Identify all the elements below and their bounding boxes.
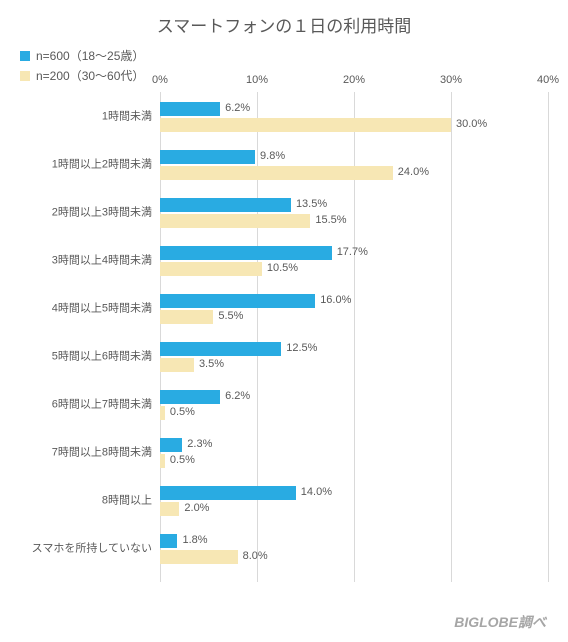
bar-value-label: 6.2% bbox=[225, 390, 250, 402]
bar-series-0 bbox=[160, 438, 182, 452]
chart-title: スマートフォンの１日の利用時間 bbox=[20, 12, 548, 37]
bar-value-label: 12.5% bbox=[286, 342, 317, 354]
bar-value-label: 2.3% bbox=[187, 438, 212, 450]
category-label: 7時間以上8時間未満 bbox=[20, 446, 160, 459]
bar-value-label: 9.8% bbox=[260, 150, 285, 162]
bar-value-label: 10.5% bbox=[267, 262, 298, 274]
bar-value-label: 1.8% bbox=[182, 534, 207, 546]
legend-label: n=200（30～60代） bbox=[36, 67, 144, 84]
bar-series-1 bbox=[160, 406, 165, 420]
bar-value-label: 14.0% bbox=[301, 486, 332, 498]
category-label: 1時間以上2時間未満 bbox=[20, 158, 160, 171]
bar-series-1 bbox=[160, 262, 262, 276]
gridline bbox=[548, 92, 549, 582]
category-group: 2時間以上3時間未満13.5%15.5% bbox=[160, 198, 548, 228]
legend-label: n=600（18～25歳） bbox=[36, 47, 144, 64]
x-tick-label: 0% bbox=[152, 74, 168, 86]
x-tick-label: 40% bbox=[537, 74, 559, 86]
legend-item: n=600（18～25歳） bbox=[20, 47, 548, 64]
category-group: 3時間以上4時間未満17.7%10.5% bbox=[160, 246, 548, 276]
bar-series-0 bbox=[160, 246, 332, 260]
bar-value-label: 6.2% bbox=[225, 102, 250, 114]
bar-series-1 bbox=[160, 502, 179, 516]
category-group: 6時間以上7時間未満6.2%0.5% bbox=[160, 390, 548, 420]
bar-value-label: 8.0% bbox=[243, 550, 268, 562]
category-group: スマホを所持していない1.8%8.0% bbox=[160, 534, 548, 564]
bar-value-label: 24.0% bbox=[398, 166, 429, 178]
bar-value-label: 13.5% bbox=[296, 198, 327, 210]
bar-value-label: 3.5% bbox=[199, 358, 224, 370]
category-group: 8時間以上14.0%2.0% bbox=[160, 486, 548, 516]
bar-value-label: 15.5% bbox=[315, 214, 346, 226]
category-label: スマホを所持していない bbox=[20, 542, 160, 555]
plot-area: 0%10%20%30%40% 1時間未満6.2%30.0%1時間以上2時間未満9… bbox=[160, 92, 548, 582]
bar-series-0 bbox=[160, 342, 281, 356]
category-label: 5時間以上6時間未満 bbox=[20, 350, 160, 363]
bar-value-label: 30.0% bbox=[456, 118, 487, 130]
bar-series-1 bbox=[160, 358, 194, 372]
bar-series-0 bbox=[160, 198, 291, 212]
category-group: 7時間以上8時間未満2.3%0.5% bbox=[160, 438, 548, 468]
bar-series-0 bbox=[160, 390, 220, 404]
x-tick-label: 20% bbox=[343, 74, 365, 86]
category-label: 1時間未満 bbox=[20, 110, 160, 123]
chart-footer: BIGLOBE調べ bbox=[454, 612, 546, 632]
category-group: 1時間以上2時間未満9.8%24.0% bbox=[160, 150, 548, 180]
bar-value-label: 0.5% bbox=[170, 406, 195, 418]
bar-series-1 bbox=[160, 454, 165, 468]
bar-series-1 bbox=[160, 214, 310, 228]
bar-series-0 bbox=[160, 294, 315, 308]
legend-swatch-1 bbox=[20, 71, 30, 81]
chart-container: スマートフォンの１日の利用時間 n=600（18～25歳） n=200（30～6… bbox=[0, 0, 568, 642]
category-label: 3時間以上4時間未満 bbox=[20, 254, 160, 267]
bar-series-1 bbox=[160, 550, 238, 564]
bar-value-label: 16.0% bbox=[320, 294, 351, 306]
bar-series-1 bbox=[160, 310, 213, 324]
bar-series-0 bbox=[160, 486, 296, 500]
bar-value-label: 2.0% bbox=[184, 502, 209, 514]
bar-series-1 bbox=[160, 166, 393, 180]
x-axis-labels: 0%10%20%30%40% bbox=[160, 74, 548, 90]
bar-series-0 bbox=[160, 534, 177, 548]
bar-series-0 bbox=[160, 102, 220, 116]
bar-series-0 bbox=[160, 150, 255, 164]
x-tick-label: 10% bbox=[246, 74, 268, 86]
category-group: 4時間以上5時間未満16.0%5.5% bbox=[160, 294, 548, 324]
category-group: 1時間未満6.2%30.0% bbox=[160, 102, 548, 132]
category-label: 8時間以上 bbox=[20, 494, 160, 507]
bar-value-label: 5.5% bbox=[218, 310, 243, 322]
legend-swatch-0 bbox=[20, 51, 30, 61]
x-tick-label: 30% bbox=[440, 74, 462, 86]
bar-value-label: 17.7% bbox=[337, 246, 368, 258]
category-group: 5時間以上6時間未満12.5%3.5% bbox=[160, 342, 548, 372]
category-label: 6時間以上7時間未満 bbox=[20, 398, 160, 411]
bar-series-1 bbox=[160, 118, 451, 132]
bar-value-label: 0.5% bbox=[170, 454, 195, 466]
category-label: 4時間以上5時間未満 bbox=[20, 302, 160, 315]
category-label: 2時間以上3時間未満 bbox=[20, 206, 160, 219]
